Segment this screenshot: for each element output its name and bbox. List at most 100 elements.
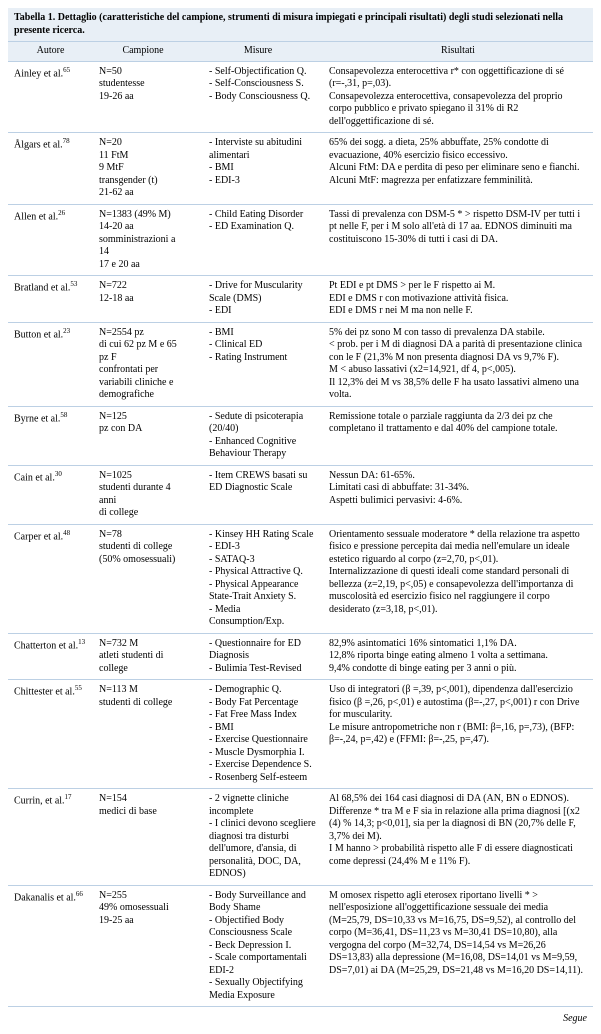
sample-cell: N=732 Matleti studenti di college: [93, 633, 193, 680]
table-row: Carper et al.48N=78studenti di college(5…: [8, 524, 593, 633]
author-cell: Byrne et al.58: [8, 406, 93, 465]
measure-item: BMI: [209, 722, 317, 735]
measure-item: Kinsey HH Rating Scale: [209, 529, 317, 542]
table-row: Byrne et al.58N=125pz con DASedute di ps…: [8, 406, 593, 465]
header-results: Risultati: [323, 42, 593, 61]
measures-cell: Interviste su abitudini alimentariBMIEDI…: [193, 133, 323, 205]
table-caption: Tabella 1. Dettaglio (caratteristiche de…: [8, 8, 593, 42]
measures-cell: Body Surveillance and Body ShameObjectif…: [193, 885, 323, 1007]
table-body: Ainley et al.65N=50studentesse19-26 aa Se…: [8, 61, 593, 1007]
measures-cell: Drive for Muscularity Scale (DMS)EDI: [193, 276, 323, 323]
measure-item: Enhanced Cognitive Behaviour Therapy: [209, 436, 317, 461]
sample-cell: N=125pz con DA: [93, 406, 193, 465]
table-row: Cain et al.30N=1025studenti durante 4 an…: [8, 465, 593, 524]
measure-item: Physical Appearance State-Trait Anxiety …: [209, 579, 317, 604]
measure-item: ED Examination Q.: [209, 221, 317, 234]
results-cell: Orientamento sessuale moderatore * della…: [323, 524, 593, 633]
measures-cell: Questionnaire for ED DiagnosisBulimia Te…: [193, 633, 323, 680]
results-cell: 65% dei sogg. a dieta, 25% abbuffate, 25…: [323, 133, 593, 205]
measure-item: Body Consciousness Q.: [209, 91, 317, 104]
table-row: Currin, et al.17N=154medici di base2 vig…: [8, 789, 593, 886]
measure-item: Bulimia Test-Revised: [209, 663, 317, 676]
measures-cell: Item CREWS basati su ED Diagnostic Scale: [193, 465, 323, 524]
author-cell: Carper et al.48: [8, 524, 93, 633]
results-cell: Uso di integratori (β =,39, p<,001), dip…: [323, 680, 593, 789]
sample-cell: N=2011 FtM9 MtFtransgender (t)21-62 aa: [93, 133, 193, 205]
author-cell: Ålgars et al.78: [8, 133, 93, 205]
header-sample: Campione: [93, 42, 193, 61]
author-cell: Button et al.23: [8, 322, 93, 406]
measure-item: Scale comportamentali EDI-2: [209, 952, 317, 977]
measure-item: Fat Free Mass Index: [209, 709, 317, 722]
measures-cell: Sedute di psicoterapia (20/40)Enhanced C…: [193, 406, 323, 465]
measure-item: Sedute di psicoterapia (20/40): [209, 411, 317, 436]
results-cell: Remissione totale o parziale raggiunta d…: [323, 406, 593, 465]
measure-item: Interviste su abitudini alimentari: [209, 137, 317, 162]
results-cell: Pt EDI e pt DMS > per le F rispetto ai M…: [323, 276, 593, 323]
sample-cell: N=72212-18 aa: [93, 276, 193, 323]
author-cell: Allen et al.26: [8, 204, 93, 276]
measure-item: BMI: [209, 162, 317, 175]
results-cell: Nessun DA: 61-65%.Limitati casi di abbuf…: [323, 465, 593, 524]
sample-cell: N=1383 (49% M)14-20 aasomministrazioni a…: [93, 204, 193, 276]
measure-item: Rating Instrument: [209, 352, 317, 365]
measure-item: Questionnaire for ED Diagnosis: [209, 638, 317, 663]
measure-item: Objectified Body Consciousness Scale: [209, 915, 317, 940]
measures-cell: Kinsey HH Rating ScaleEDI-3SATAQ-3Physic…: [193, 524, 323, 633]
author-cell: Cain et al.30: [8, 465, 93, 524]
measure-item: Rosenberg Self-esteem: [209, 772, 317, 785]
measures-cell: Demographic Q.Body Fat PercentageFat Fre…: [193, 680, 323, 789]
measure-item: Drive for Muscularity Scale (DMS): [209, 280, 317, 305]
measure-item: Beck Depression I.: [209, 940, 317, 953]
measure-item: 2 vignette cliniche incomplete: [209, 793, 317, 818]
author-cell: Chittester et al.55: [8, 680, 93, 789]
sample-cell: N=154medici di base: [93, 789, 193, 886]
measure-item: Sexually Objectifying Media Exposure: [209, 977, 317, 1002]
measure-item: Body Surveillance and Body Shame: [209, 890, 317, 915]
results-cell: Al 68,5% dei 164 casi diagnosi di DA (AN…: [323, 789, 593, 886]
table: Autore Campione Misure Risultati Ainley …: [8, 42, 593, 1007]
table-row: Dakanalis et al.66N=25549% omosessuali19…: [8, 885, 593, 1007]
measure-item: Exercise Dependence S.: [209, 759, 317, 772]
measure-item: Demographic Q.: [209, 684, 317, 697]
author-cell: Currin, et al.17: [8, 789, 93, 886]
measure-item: Clinical ED: [209, 339, 317, 352]
measure-item: EDI-3: [209, 175, 317, 188]
table-row: Bratland et al.53N=72212-18 aaDrive for …: [8, 276, 593, 323]
table-row: Chatterton et al.13N=732 Matleti student…: [8, 633, 593, 680]
measure-item: Item CREWS basati su ED Diagnostic Scale: [209, 470, 317, 495]
header-author: Autore: [8, 42, 93, 61]
continuation-label: Segue: [8, 1007, 593, 1026]
measure-item: Muscle Dysmorphia I.: [209, 747, 317, 760]
measure-item: BMI: [209, 327, 317, 340]
sample-cell: N=113 Mstudenti di college: [93, 680, 193, 789]
results-cell: M omosex rispetto agli eterosex riportan…: [323, 885, 593, 1007]
measures-cell: 2 vignette cliniche incompleteI clinici …: [193, 789, 323, 886]
results-cell: 82,9% asintomatici 16% sintomatici 1,1% …: [323, 633, 593, 680]
measure-item: Physical Attractive Q.: [209, 566, 317, 579]
table-row: Ålgars et al.78N=2011 FtM9 MtFtransgende…: [8, 133, 593, 205]
study-table: Tabella 1. Dettaglio (caratteristiche de…: [8, 8, 593, 1026]
sample-cell: N=50studentesse19-26 aa: [93, 61, 193, 133]
sample-cell: N=1025studenti durante 4 annidi college: [93, 465, 193, 524]
measure-item: Exercise Questionnaire: [209, 734, 317, 747]
table-row: Ainley et al.65N=50studentesse19-26 aa Se…: [8, 61, 593, 133]
table-row: Button et al.23N=2554 pzdi cui 62 pz M e…: [8, 322, 593, 406]
results-cell: Consapevolezza enterocettiva r* con ogge…: [323, 61, 593, 133]
author-cell: Chatterton et al.13: [8, 633, 93, 680]
author-cell: Ainley et al.65: [8, 61, 93, 133]
measure-item: Child Eating Disorder: [209, 209, 317, 222]
measure-item: Self-Objectification Q.: [209, 66, 317, 79]
sample-cell: N=2554 pzdi cui 62 pz M e 65 pz Fconfron…: [93, 322, 193, 406]
measure-item: Body Fat Percentage: [209, 697, 317, 710]
measures-cell: BMIClinical EDRating Instrument: [193, 322, 323, 406]
table-row: Chittester et al.55N=113 Mstudenti di co…: [8, 680, 593, 789]
sample-cell: N=78studenti di college(50% omosessuali): [93, 524, 193, 633]
measures-cell: Child Eating DisorderED Examination Q.: [193, 204, 323, 276]
sample-cell: N=25549% omosessuali19-25 aa: [93, 885, 193, 1007]
measure-item: SATAQ-3: [209, 554, 317, 567]
author-cell: Bratland et al.53: [8, 276, 93, 323]
author-cell: Dakanalis et al.66: [8, 885, 93, 1007]
results-cell: 5% dei pz sono M con tasso di prevalenza…: [323, 322, 593, 406]
table-row: Allen et al.26N=1383 (49% M)14-20 aasomm…: [8, 204, 593, 276]
